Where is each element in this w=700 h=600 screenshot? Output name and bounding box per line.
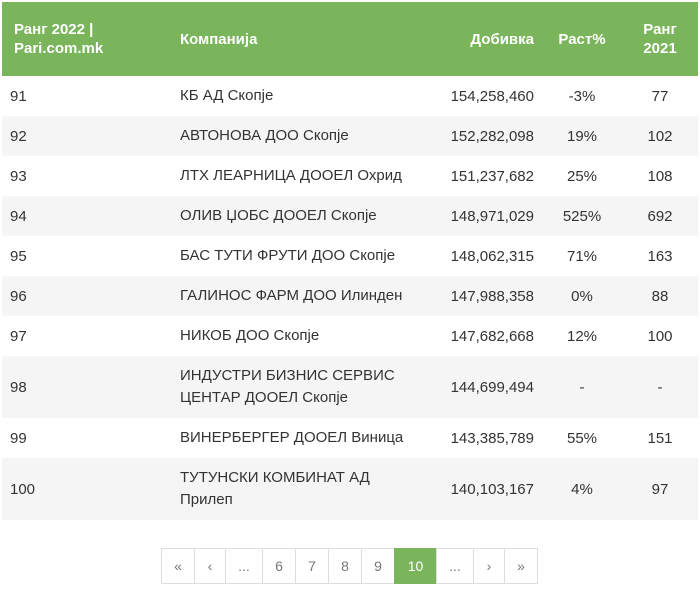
cell-growth: -3% [542,76,622,116]
header-rank-2022-line1: Ранг 2022 | [14,21,94,38]
page-8-button[interactable]: 8 [328,548,362,584]
last-page-button[interactable]: » [504,548,538,584]
cell-rank: 92 [2,116,172,156]
cell-profit: 140,103,167 [434,458,542,520]
table-row: 97 НИКОБ ДОО Скопје 147,682,668 12% 100 [2,316,698,356]
ellipsis-right-button[interactable]: ... [436,548,474,584]
cell-rank-2021: 692 [622,196,698,236]
table-row: 91 КБ АД Скопје 154,258,460 -3% 77 [2,76,698,116]
cell-rank-2021: - [622,356,698,418]
cell-rank: 93 [2,156,172,196]
cell-company: КБ АД Скопје [172,76,434,116]
ranking-table-container: Ранг 2022 | Pari.com.mk Компанија Добивк… [2,2,698,520]
cell-company: ГАЛИНОС ФАРМ ДОО Илинден [172,276,434,316]
cell-profit: 143,385,789 [434,418,542,458]
header-rank-2021-line1: Ранг [643,21,677,38]
cell-profit: 148,971,029 [434,196,542,236]
header-rank-2022[interactable]: Ранг 2022 | Pari.com.mk [2,2,172,76]
cell-rank: 94 [2,196,172,236]
cell-company-line1: ИНДУСТРИ БИЗНИС СЕРВИС [180,367,395,384]
table-row: 100 ТУТУНСКИ КОМБИНАТ АД Прилеп 140,103,… [2,458,698,520]
cell-rank-2021: 108 [622,156,698,196]
cell-rank: 95 [2,236,172,276]
cell-rank: 97 [2,316,172,356]
cell-company: АВТОНОВА ДОО Скопје [172,116,434,156]
header-rank-2021-line2: 2021 [643,40,677,57]
cell-growth: 25% [542,156,622,196]
cell-growth: 71% [542,236,622,276]
cell-rank-2021: 163 [622,236,698,276]
cell-profit: 152,282,098 [434,116,542,156]
cell-profit: 148,062,315 [434,236,542,276]
cell-rank-2021: 102 [622,116,698,156]
ellipsis-left-button[interactable]: ... [225,548,263,584]
cell-growth: 55% [542,418,622,458]
header-profit[interactable]: Добивка [434,2,542,76]
prev-page-button[interactable]: ‹ [194,548,226,584]
cell-company: ОЛИВ ЏОБС ДООЕЛ Скопје [172,196,434,236]
cell-company: ИНДУСТРИ БИЗНИС СЕРВИС ЦЕНТАР ДООЕЛ Скоп… [172,356,434,418]
pagination: « ‹ ... 6 7 8 9 10 ... › » [161,548,538,584]
cell-profit: 147,988,358 [434,276,542,316]
table-header: Ранг 2022 | Pari.com.mk Компанија Добивк… [2,2,698,76]
cell-company: ТУТУНСКИ КОМБИНАТ АД Прилеп [172,458,434,520]
cell-profit: 147,682,668 [434,316,542,356]
cell-growth: 12% [542,316,622,356]
header-row: Ранг 2022 | Pari.com.mk Компанија Добивк… [2,2,698,76]
cell-rank-2021: 97 [622,458,698,520]
cell-profit: 151,237,682 [434,156,542,196]
first-page-button[interactable]: « [161,548,195,584]
cell-rank-2021: 100 [622,316,698,356]
cell-rank: 91 [2,76,172,116]
header-rank-2022-line2: Pari.com.mk [14,40,104,57]
cell-growth: 0% [542,276,622,316]
next-page-button[interactable]: › [473,548,505,584]
cell-company-line2: Прилеп [180,491,233,508]
cell-rank: 100 [2,458,172,520]
cell-company: БАС ТУТИ ФРУТИ ДОО Скопје [172,236,434,276]
cell-rank: 98 [2,356,172,418]
cell-company-line2: ЦЕНТАР ДООЕЛ Скопје [180,389,348,406]
table-row: 95 БАС ТУТИ ФРУТИ ДОО Скопје 148,062,315… [2,236,698,276]
table-row: 92 АВТОНОВА ДОО Скопје 152,282,098 19% 1… [2,116,698,156]
header-rank-2021[interactable]: Ранг 2021 [622,2,698,76]
page-9-button[interactable]: 9 [361,548,395,584]
header-growth[interactable]: Раст% [542,2,622,76]
cell-growth: - [542,356,622,418]
table-row: 94 ОЛИВ ЏОБС ДООЕЛ Скопје 148,971,029 52… [2,196,698,236]
cell-company: НИКОБ ДОО Скопје [172,316,434,356]
cell-company-line1: ТУТУНСКИ КОМБИНАТ АД [180,469,370,486]
table-row: 98 ИНДУСТРИ БИЗНИС СЕРВИС ЦЕНТАР ДООЕЛ С… [2,356,698,418]
table-row: 93 ЛТХ ЛЕАРНИЦА ДООЕЛ Охрид 151,237,682 … [2,156,698,196]
cell-rank: 96 [2,276,172,316]
table-row: 96 ГАЛИНОС ФАРМ ДОО Илинден 147,988,358 … [2,276,698,316]
page-10-button[interactable]: 10 [394,548,437,584]
table-body: 91 КБ АД Скопје 154,258,460 -3% 77 92 АВ… [2,76,698,520]
cell-rank-2021: 151 [622,418,698,458]
cell-rank: 99 [2,418,172,458]
cell-growth: 525% [542,196,622,236]
cell-profit: 154,258,460 [434,76,542,116]
cell-rank-2021: 88 [622,276,698,316]
cell-growth: 4% [542,458,622,520]
page-7-button[interactable]: 7 [295,548,329,584]
cell-company: ЛТХ ЛЕАРНИЦА ДООЕЛ Охрид [172,156,434,196]
cell-growth: 19% [542,116,622,156]
table-row: 99 ВИНЕРБЕРГЕР ДООЕЛ Виница 143,385,789 … [2,418,698,458]
cell-rank-2021: 77 [622,76,698,116]
page-6-button[interactable]: 6 [262,548,296,584]
header-company[interactable]: Компанија [172,2,434,76]
ranking-table: Ранг 2022 | Pari.com.mk Компанија Добивк… [2,2,698,520]
cell-profit: 144,699,494 [434,356,542,418]
cell-company: ВИНЕРБЕРГЕР ДООЕЛ Виница [172,418,434,458]
